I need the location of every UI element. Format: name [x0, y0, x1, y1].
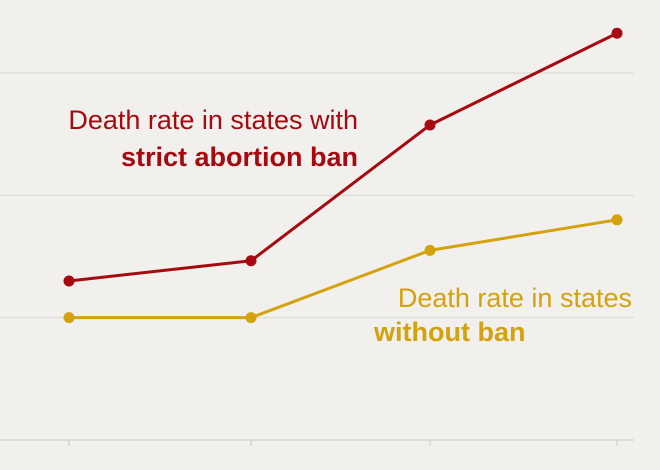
ban-point-4	[611, 27, 623, 39]
ban-point-2	[245, 255, 257, 267]
x-ticks	[68, 440, 618, 446]
ban-point-1	[63, 275, 75, 287]
noban-point-1	[63, 312, 75, 324]
noban-point-3	[424, 244, 436, 256]
noban-point-2	[245, 312, 257, 324]
ban-label-line1: Death rate in states with	[68, 105, 358, 135]
noban-series-line	[67, 218, 619, 320]
noban-label-line2: without ban	[373, 317, 525, 347]
ban-point-3	[424, 119, 436, 131]
ban-series-line	[67, 31, 619, 283]
series-labels: Death rate in states with strict abortio…	[68, 105, 632, 347]
series	[63, 27, 623, 324]
noban-label-line1: Death rate in states	[398, 283, 632, 313]
ban-label-line2: strict abortion ban	[121, 142, 358, 172]
noban-point-4	[611, 214, 623, 226]
